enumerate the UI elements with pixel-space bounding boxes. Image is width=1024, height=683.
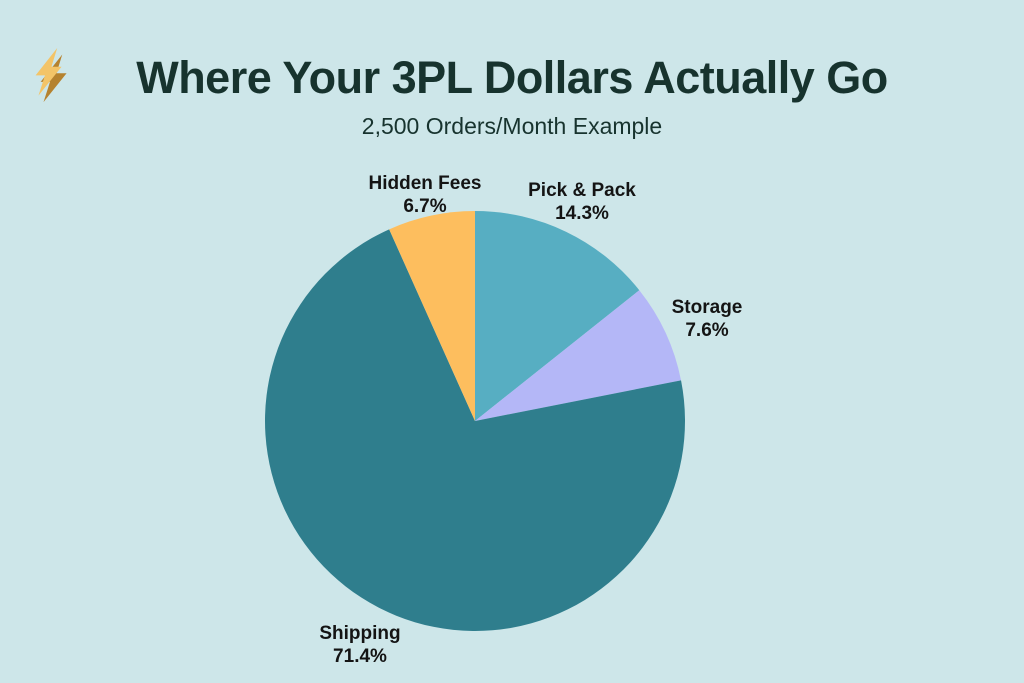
slice-label-name: Shipping — [319, 623, 401, 644]
slice-label-pick-pack: Pick & Pack 14.3% — [528, 179, 636, 225]
slice-label-name: Storage — [671, 297, 743, 318]
pie-slice-storage — [475, 290, 682, 421]
pie-slice-pick-pack — [475, 211, 640, 421]
slice-label-pct: 14.3% — [555, 203, 609, 224]
slice-label-shipping: Shipping 71.4% — [319, 622, 400, 668]
slice-label-pct: 6.7% — [403, 196, 447, 217]
slice-label-storage: Storage 7.6% — [672, 296, 743, 342]
slice-label-pct: 7.6% — [685, 320, 729, 341]
slice-label-name: Pick & Pack — [528, 180, 636, 201]
page-title: Where Your 3PL Dollars Actually Go — [136, 52, 888, 103]
slice-label-pct: 71.4% — [333, 646, 387, 667]
slice-label-hidden-fees: Hidden Fees 6.7% — [369, 172, 482, 218]
lightning-bolt-icon — [35, 48, 67, 103]
pie-slice-shipping — [265, 229, 686, 631]
slice-label-name: Hidden Fees — [368, 173, 482, 194]
pie-slice-hidden-fees — [389, 211, 475, 421]
page-subtitle: 2,500 Orders/Month Example — [361, 113, 663, 139]
